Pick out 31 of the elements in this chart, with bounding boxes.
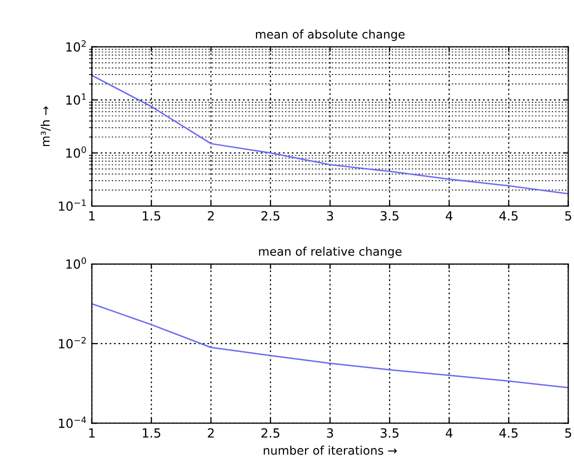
x-tick-label: 1.5 (142, 211, 160, 221)
y-axis-title: m³/h → (40, 106, 51, 146)
x-tick-label: 4.5 (499, 428, 518, 438)
y-tick-label: 10$^{−4}$ (58, 416, 86, 428)
x-tick-label: 5 (565, 211, 572, 221)
x-tick-label: 4 (446, 211, 452, 220)
x-tick-label: 2.5 (261, 428, 280, 438)
y-tick-label: 10$^{−2}$ (58, 336, 86, 348)
x-tick-label: 3.5 (380, 428, 398, 438)
x-tick-label: 3.5 (380, 211, 398, 221)
line-series (92, 74, 568, 194)
y-tick-label: 10$^{−1}$ (58, 200, 86, 211)
x-tick-label: 2 (208, 211, 214, 220)
chart-title: mean of absolute change (256, 30, 405, 41)
chart-title: mean of relative change (259, 246, 402, 258)
x-tick-label: 3 (327, 428, 334, 438)
y-tick-label: 10$^{0}$ (66, 257, 86, 269)
line-series (92, 303, 568, 388)
x-tick-label: 5 (565, 428, 572, 438)
x-tick-label: 1.5 (142, 428, 160, 438)
x-tick-label: 2.5 (261, 211, 280, 221)
x-tick-label: 2 (208, 428, 214, 438)
x-tick-label: 3 (327, 211, 334, 221)
x-tick-label: 4 (446, 428, 452, 438)
x-tick-label: 1 (89, 211, 95, 220)
y-tick-label: 10$^{0}$ (66, 146, 86, 158)
y-tick-label: 10$^{1}$ (66, 93, 86, 105)
x-tick-label: 1 (89, 428, 95, 438)
y-tick-label: 10$^{2}$ (66, 40, 86, 52)
x-tick-label: 4.5 (499, 211, 518, 221)
x-axis-title: number of iterations → (264, 446, 397, 455)
